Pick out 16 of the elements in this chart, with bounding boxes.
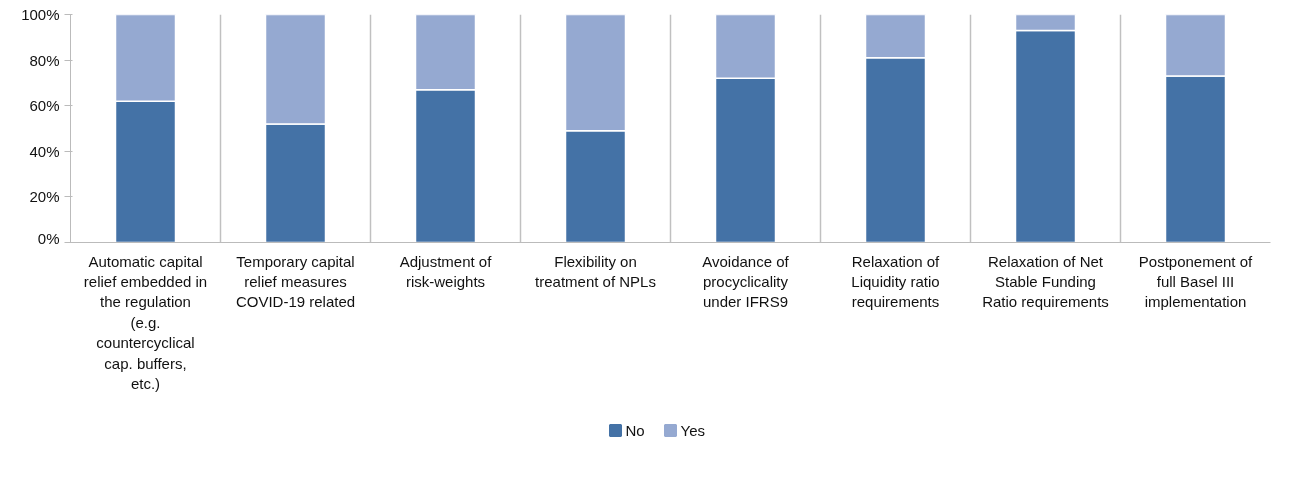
x-tick-label: Postponement of full Basel III implementation: [1138, 252, 1254, 311]
y-tick-label: 80%: [29, 51, 60, 69]
x-tick-label: Automatic capital relief embedded in the regulation (e.g. countercyclical cap. buffers, etc.): [83, 252, 208, 392]
x-tick-label: Relaxation of Liquidity ratio requirements: [851, 252, 941, 311]
x-tick-label: Temporary capital relief measures COVID-19 related: [235, 252, 356, 311]
legend-label: No: [625, 422, 645, 439]
y-tick-label: 100%: [21, 6, 60, 23]
y-tick-label: 40%: [29, 142, 60, 160]
y-tick-label: 20%: [29, 188, 60, 206]
y-tick-label: 60%: [29, 97, 60, 115]
x-tick-label: Relaxation of Net Stable Funding Ratio requirements: [982, 252, 1109, 311]
x-tick-label: Adjustment of risk-weights: [399, 252, 493, 290]
legend-label: Yes: [680, 422, 705, 439]
y-tick-label: 0%: [37, 229, 60, 247]
x-tick-label: Avoidance of procyclicality under IFRS9: [702, 252, 790, 311]
x-tick-label: Flexibility on treatment of NPLs: [535, 252, 656, 290]
